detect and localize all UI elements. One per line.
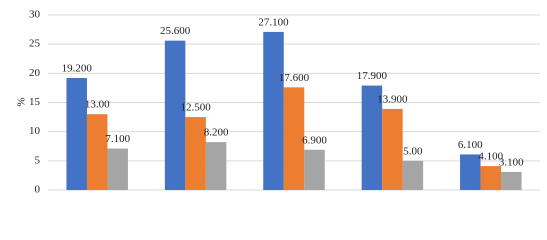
- bar: [382, 108, 403, 190]
- bar: [86, 114, 108, 190]
- value-label: 3.100: [499, 156, 524, 168]
- bar: [402, 160, 424, 190]
- y-tick-label: 25: [29, 38, 41, 50]
- value-label: 17.900: [357, 70, 388, 82]
- y-tick-label: 30: [29, 9, 41, 21]
- y-tick-label: 0: [35, 184, 41, 196]
- bar: [361, 85, 383, 190]
- value-label: 7.100: [105, 133, 130, 145]
- value-label: 12.500: [180, 102, 211, 114]
- y-axis-label: %: [16, 97, 28, 106]
- value-label: 6.900: [302, 134, 327, 146]
- bar: [107, 148, 128, 190]
- value-label: 8.200: [204, 127, 229, 139]
- bar: [501, 171, 522, 190]
- bar: [480, 166, 502, 190]
- bar: [283, 87, 305, 190]
- value-label: 25.600: [160, 25, 191, 37]
- value-label: 6.100: [458, 139, 483, 151]
- page: % 0 5 10 15 20 25 30 19.200 13.00 7.100 25.600 12.5…: [15, 8, 540, 196]
- bar: [185, 117, 206, 190]
- bar: [66, 78, 87, 190]
- bar: [263, 31, 284, 190]
- value-label: 19.200: [62, 63, 93, 75]
- bar: [460, 154, 481, 190]
- value-label: 27.100: [258, 16, 289, 28]
- y-tick-label: 10: [29, 125, 41, 137]
- bar: [164, 40, 186, 190]
- value-label: 4.100: [478, 151, 503, 163]
- y-tick-label: 5: [35, 154, 41, 166]
- chart: % 0 5 10 15 20 25 30 19.200 13.00 7.100 25.600 12.5…: [16, 9, 540, 196]
- bar: [304, 149, 325, 190]
- value-label: 13.900: [377, 93, 408, 105]
- y-tick-label: 15: [29, 96, 41, 108]
- value-label: 13.00: [85, 99, 110, 111]
- value-label: 17.600: [279, 72, 310, 84]
- y-tick-label: 20: [29, 67, 41, 79]
- value-label: 5.00: [403, 145, 423, 157]
- bar: [205, 142, 227, 190]
